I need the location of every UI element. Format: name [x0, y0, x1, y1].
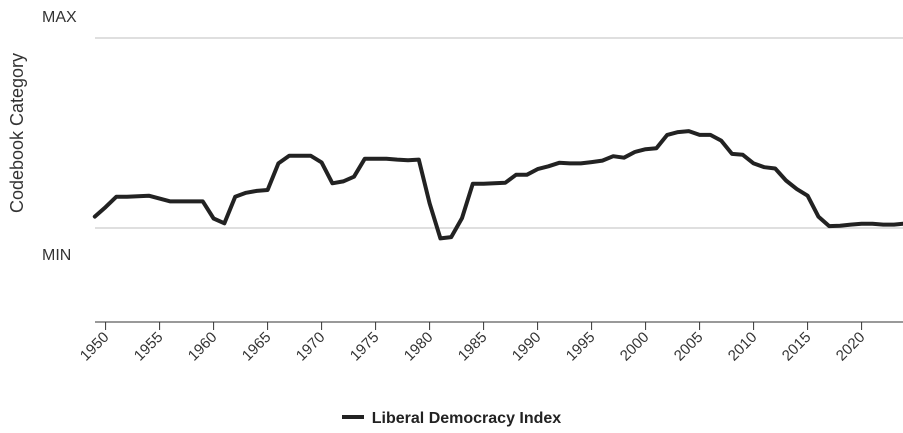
gridlines — [95, 37, 903, 229]
legend: Liberal Democracy Index — [0, 410, 903, 428]
x-tick-label: 1955 — [131, 329, 167, 365]
x-tick-label: 2015 — [779, 329, 815, 365]
legend-label: Liberal Democracy Index — [371, 410, 562, 427]
x-axis-ticks: 1950 1955 1960 1965 1970 1975 1980 1985 1990 1995… — [77, 322, 869, 365]
x-tick-label: 1960 — [185, 329, 221, 365]
y-axis-label: Codebook Category — [7, 53, 27, 213]
x-tick-label: 2005 — [671, 329, 707, 365]
series-layer — [92, 129, 903, 241]
y-axis-ticks: MAX MIN — [42, 9, 77, 264]
x-tick-label: 2010 — [725, 329, 761, 365]
x-tick-label: 1950 — [77, 329, 113, 365]
x-tick-label: 2020 — [833, 329, 869, 365]
legend-swatch — [341, 414, 364, 419]
x-tick-label: 1995 — [563, 329, 599, 365]
x-tick-label: 1965 — [239, 329, 275, 365]
x-tick-label: 1970 — [293, 329, 329, 365]
x-tick-label: 1990 — [509, 329, 545, 365]
y-tick-label: MIN — [42, 247, 71, 264]
y-tick-label: MAX — [42, 9, 77, 26]
x-tick-label: 1980 — [401, 329, 437, 365]
x-tick-label: 2000 — [617, 329, 653, 365]
x-tick-label: 1985 — [455, 329, 491, 365]
series-line — [92, 129, 903, 241]
x-tick-label: 1975 — [347, 329, 383, 365]
